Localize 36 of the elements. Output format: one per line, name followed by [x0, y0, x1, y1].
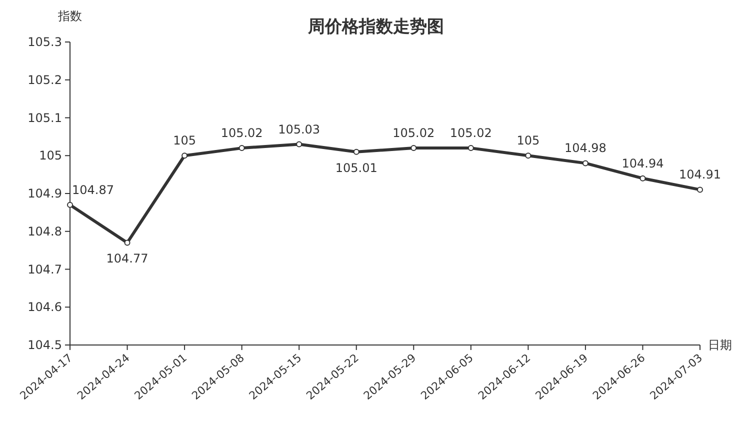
data-label: 105.01: [335, 160, 378, 175]
y-tick-label: 105: [39, 148, 62, 163]
data-label: 105.03: [278, 122, 320, 136]
point: [353, 148, 360, 155]
y-tick-label: 104.5: [28, 338, 62, 352]
point: [410, 145, 417, 152]
data-label: 104.77: [106, 252, 148, 266]
data-label: 105: [173, 134, 196, 148]
data-label: 105.02: [450, 126, 492, 140]
point: [124, 240, 130, 246]
point: [296, 141, 302, 148]
point: [525, 152, 532, 159]
y-tick-label: 104.8: [28, 224, 62, 238]
data-label: 104.91: [679, 168, 721, 182]
data-label: 105: [516, 134, 540, 148]
point: [182, 152, 188, 159]
y-tick-label: 105.1: [28, 110, 62, 125]
data-label: 104.87: [72, 182, 114, 197]
y-tick-label: 105.2: [28, 72, 62, 87]
data-label: 105.02: [220, 126, 263, 140]
data-label: 105.02: [392, 126, 435, 140]
y-axis-title: 指数: [57, 9, 82, 23]
point: [468, 145, 474, 152]
x-axis-title: 日期: [708, 338, 732, 352]
data-label: 104.98: [564, 141, 606, 156]
y-tick-label: 104.9: [28, 186, 62, 200]
point: [582, 160, 588, 166]
point: [697, 186, 703, 193]
point: [238, 145, 245, 152]
chart-title: 周价格指数走势图: [307, 17, 444, 37]
y-tick-label: 104.6: [28, 300, 62, 314]
data-label: 104.94: [622, 156, 664, 170]
point: [640, 175, 646, 182]
y-tick-label: 105.3: [28, 35, 62, 49]
y-tick-label: 104.7: [28, 262, 62, 276]
point: [67, 202, 73, 208]
